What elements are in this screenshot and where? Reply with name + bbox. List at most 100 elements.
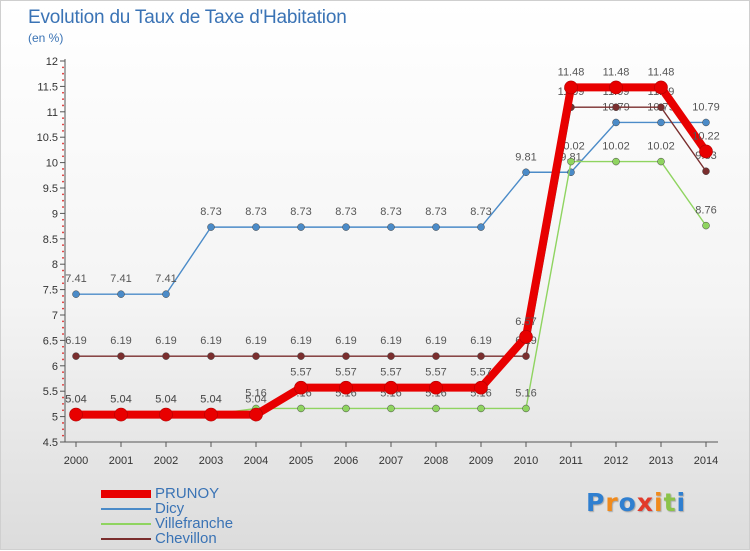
logo-letter: t [663, 488, 677, 517]
data-point-chevillon [252, 352, 260, 360]
data-label-chevillon: 6.19 [425, 335, 446, 347]
data-label-chevillon: 6.19 [380, 335, 401, 347]
data-point-prunoy [654, 80, 668, 95]
y-minor-tick [62, 155, 64, 158]
logo-letter: o [618, 488, 637, 517]
data-label-prunoy: 5.57 [290, 367, 311, 379]
legend-label: Villefranche [155, 515, 234, 532]
legend-swatch [101, 538, 151, 540]
data-label-prunoy: 11.48 [558, 66, 585, 78]
y-minor-tick [62, 231, 64, 234]
x-tick-label: 2004 [244, 455, 268, 467]
data-point-chevillon [297, 352, 305, 360]
y-minor-tick [62, 383, 64, 386]
y-minor-tick [62, 345, 64, 348]
y-minor-tick [62, 218, 64, 221]
y-tick-label: 9.5 [43, 183, 58, 195]
legend-swatch [101, 523, 151, 525]
data-label-prunoy: 5.04 [155, 394, 176, 406]
y-minor-tick [62, 123, 64, 126]
data-point-dicy [72, 290, 80, 298]
data-label-chevillon: 6.19 [290, 335, 311, 347]
data-label-dicy: 8.73 [425, 206, 446, 218]
y-tick-label: 8 [52, 259, 58, 271]
y-minor-tick [62, 79, 64, 81]
legend-label: PRUNOY [155, 485, 220, 502]
y-minor-tick [62, 434, 64, 437]
data-point-villefranche [702, 221, 710, 230]
x-tick-label: 2006 [334, 455, 358, 467]
data-point-chevillon [432, 352, 440, 360]
x-tick-label: 2011 [559, 455, 583, 467]
series-line-prunoy [72, 83, 710, 419]
data-point-dicy [432, 223, 440, 231]
data-point-villefranche [612, 157, 620, 166]
x-tick-label: 2007 [379, 455, 403, 467]
y-tick-label: 10 [46, 158, 58, 170]
data-label-villefranche: 5.04 [110, 394, 131, 406]
y-minor-tick [62, 168, 64, 170]
data-point-prunoy [294, 380, 308, 395]
data-point-prunoy [204, 407, 218, 422]
data-point-dicy [522, 168, 530, 177]
data-label-prunoy: 5.04 [65, 394, 86, 406]
data-point-villefranche [522, 404, 530, 413]
x-tick-label: 2013 [649, 455, 673, 467]
data-point-villefranche [342, 404, 350, 413]
legend-swatch [101, 508, 151, 510]
data-point-chevillon [522, 352, 530, 360]
x-tick-label: 2008 [424, 455, 448, 467]
data-point-prunoy [339, 380, 353, 395]
y-tick-label: 11 [47, 107, 58, 119]
y-minor-tick [62, 301, 64, 304]
y-minor-tick [62, 149, 64, 151]
data-label-chevillon: 6.19 [65, 335, 86, 347]
data-label-dicy: 7.41 [65, 273, 86, 285]
data-point-villefranche [387, 404, 395, 413]
y-minor-tick [62, 371, 64, 374]
x-tick-label: 2014 [694, 455, 718, 467]
data-label-prunoy: 5.04 [245, 394, 266, 406]
y-tick-label: 7 [52, 310, 58, 322]
data-label-villefranche: 5.04 [65, 394, 86, 406]
y-minor-tick [62, 98, 64, 100]
y-tick-label: 5.5 [43, 386, 58, 398]
data-point-prunoy [564, 80, 578, 95]
data-point-chevillon [612, 103, 620, 111]
y-tick-label: 5 [52, 412, 58, 424]
data-point-chevillon [72, 352, 80, 360]
data-point-dicy [297, 223, 305, 231]
data-label-dicy: 8.73 [200, 206, 221, 218]
data-point-chevillon [162, 352, 170, 360]
data-label-dicy: 8.73 [380, 206, 401, 218]
x-tick-label: 2012 [604, 455, 628, 467]
y-minor-tick [62, 225, 64, 228]
data-point-prunoy [69, 407, 83, 422]
x-tick-label: 2002 [154, 455, 178, 467]
data-point-prunoy [519, 330, 533, 344]
data-point-prunoy [474, 380, 488, 395]
chart-title: Evolution du Taux de Taxe d'Habitation [28, 7, 347, 28]
y-minor-tick [62, 104, 64, 107]
data-label-prunoy: 11.48 [648, 66, 675, 78]
y-tick-label: 11.5 [37, 81, 58, 93]
data-label-dicy: 8.73 [470, 206, 491, 218]
data-label-prunoy: 5.57 [470, 367, 491, 379]
data-label-prunoy: 5.57 [425, 367, 446, 379]
data-point-prunoy [159, 407, 173, 422]
data-label-chevillon: 6.19 [110, 335, 131, 347]
y-minor-tick [62, 320, 64, 323]
data-point-chevillon [387, 352, 395, 360]
data-point-villefranche [297, 404, 305, 413]
data-point-chevillon [477, 352, 485, 360]
x-tick-label: 2009 [469, 455, 493, 467]
legend-swatch [101, 490, 151, 498]
y-minor-tick [62, 256, 64, 259]
data-point-dicy [657, 118, 665, 127]
y-tick-label: 9 [52, 208, 58, 220]
x-tick-label: 2010 [514, 455, 538, 467]
data-point-dicy [117, 290, 125, 298]
y-minor-tick [62, 358, 64, 361]
y-minor-tick [62, 276, 64, 278]
